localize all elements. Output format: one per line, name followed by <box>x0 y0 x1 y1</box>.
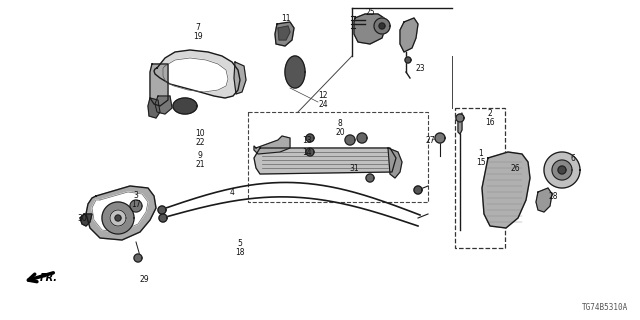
Polygon shape <box>345 135 355 145</box>
Polygon shape <box>234 62 246 94</box>
Text: 31: 31 <box>349 164 359 172</box>
Text: 12
24: 12 24 <box>318 91 328 109</box>
Polygon shape <box>366 174 374 182</box>
Text: 14: 14 <box>302 148 312 156</box>
Polygon shape <box>357 133 367 143</box>
Polygon shape <box>115 215 121 221</box>
Polygon shape <box>400 18 418 52</box>
Polygon shape <box>148 98 160 118</box>
Polygon shape <box>558 166 566 174</box>
Polygon shape <box>374 18 390 34</box>
Polygon shape <box>80 214 92 226</box>
Text: 26: 26 <box>510 164 520 172</box>
Polygon shape <box>275 22 294 46</box>
Bar <box>455 108 505 248</box>
Text: 27: 27 <box>425 135 435 145</box>
Polygon shape <box>544 152 580 188</box>
Text: 8
20: 8 20 <box>335 119 345 137</box>
Polygon shape <box>552 160 572 180</box>
Polygon shape <box>435 133 445 143</box>
Text: 25: 25 <box>365 7 375 17</box>
Text: 6: 6 <box>571 154 575 163</box>
Polygon shape <box>306 148 314 156</box>
Polygon shape <box>92 192 148 232</box>
Polygon shape <box>254 136 290 154</box>
Text: 29: 29 <box>139 276 149 284</box>
Polygon shape <box>354 14 386 44</box>
Text: 13: 13 <box>302 135 312 145</box>
Text: 7
19: 7 19 <box>193 23 203 41</box>
Polygon shape <box>163 58 228 92</box>
Text: 9
21: 9 21 <box>195 151 205 169</box>
Polygon shape <box>154 50 240 98</box>
Polygon shape <box>285 56 305 88</box>
Polygon shape <box>158 206 166 214</box>
Text: 3
17: 3 17 <box>131 191 141 209</box>
Polygon shape <box>456 114 464 122</box>
Polygon shape <box>379 23 385 29</box>
Polygon shape <box>102 202 134 234</box>
Polygon shape <box>150 64 168 106</box>
Polygon shape <box>254 148 396 174</box>
Text: 5
18: 5 18 <box>236 239 244 257</box>
Polygon shape <box>405 57 411 63</box>
Text: 23: 23 <box>415 63 425 73</box>
Text: 30: 30 <box>77 213 87 222</box>
Text: 10
22: 10 22 <box>195 129 205 147</box>
Polygon shape <box>306 134 314 142</box>
Text: 28: 28 <box>548 191 557 201</box>
Polygon shape <box>130 200 142 212</box>
Polygon shape <box>482 152 530 228</box>
Text: TG74B5310A: TG74B5310A <box>582 303 628 312</box>
Polygon shape <box>388 148 402 178</box>
Text: FR.: FR. <box>40 273 58 283</box>
Polygon shape <box>86 186 156 240</box>
Text: 2
16: 2 16 <box>485 109 495 127</box>
Text: 11: 11 <box>281 13 291 22</box>
Bar <box>488 200 502 214</box>
Polygon shape <box>278 26 290 40</box>
Text: 4: 4 <box>230 188 234 196</box>
Bar <box>248 112 428 202</box>
Polygon shape <box>134 254 142 262</box>
Polygon shape <box>458 113 462 134</box>
Polygon shape <box>110 210 126 226</box>
Polygon shape <box>173 98 197 114</box>
Polygon shape <box>159 214 167 222</box>
Polygon shape <box>414 186 422 194</box>
Polygon shape <box>155 96 172 114</box>
Polygon shape <box>536 188 552 212</box>
Text: 1
15: 1 15 <box>476 149 486 167</box>
